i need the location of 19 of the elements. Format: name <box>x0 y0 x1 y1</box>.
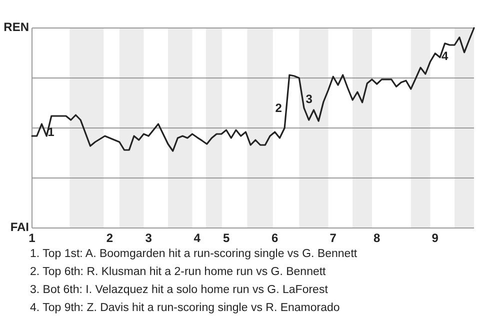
annotation: 1 <box>48 125 55 140</box>
text: 4. Top 9th: Z. Davis hit a run-scoring single vs R. Enamorado <box>30 302 340 314</box>
annotation: 3 <box>306 92 313 106</box>
x-tick-label: 1 <box>28 231 36 246</box>
x-tick-label: 7 <box>330 231 337 246</box>
x-tick-label: 3 <box>145 231 152 246</box>
text: 3. Bot 6th: I. Velazquez hit a solo home run vs G. LaForest <box>30 284 329 296</box>
x-tick-label: 6 <box>272 231 279 246</box>
text: 2. Top 6th: R. Klusman hit a 2-run home run vs G. Bennett <box>30 266 327 278</box>
x-tick-label: 2 <box>106 231 114 246</box>
annotation: 4 <box>441 49 448 64</box>
text: 1. Top 1st: A. Boomgarden hit a run-scoring single vs G. Bennett <box>30 248 358 260</box>
x-tick-label: 5 <box>222 231 230 246</box>
x-tick-label: 8 <box>374 231 381 246</box>
annotation: 2 <box>275 101 282 116</box>
text: REN <box>4 20 29 34</box>
x-tick-label: 4 <box>194 231 201 246</box>
text: FAI <box>10 220 29 234</box>
x-tick-label: 9 <box>432 231 439 246</box>
